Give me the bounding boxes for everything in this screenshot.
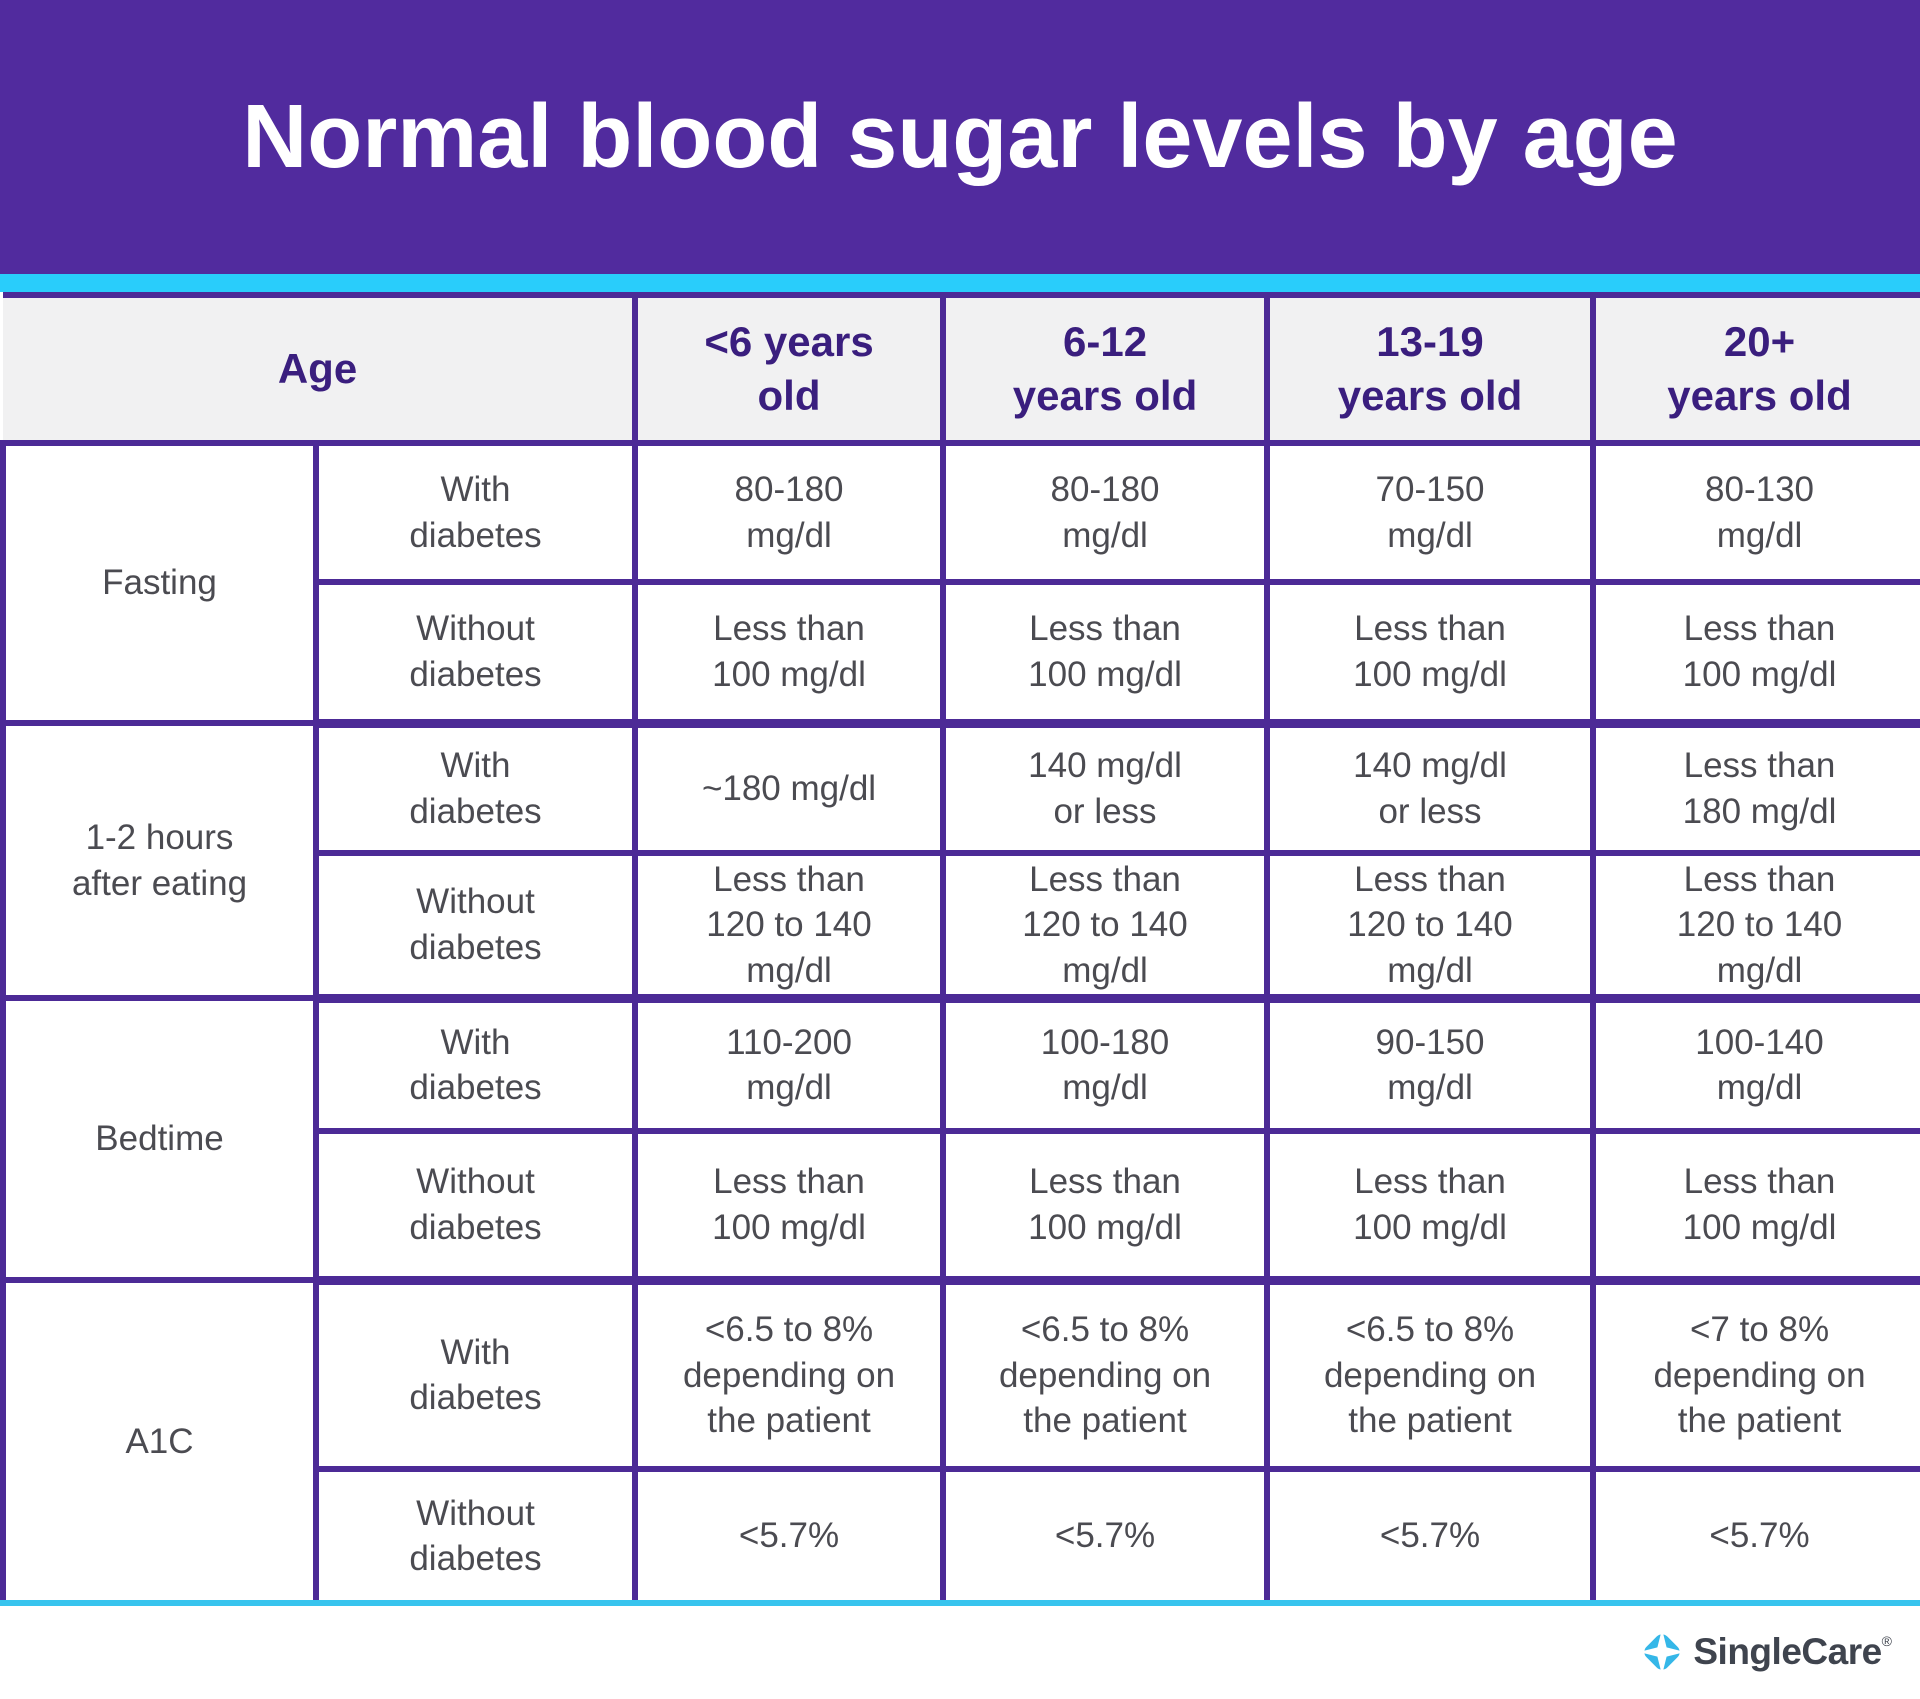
group-a1c: A1C With diabetes <6.5 to 8% depending o… [0, 1277, 1920, 1600]
status-cell: With diabetes [312, 720, 639, 856]
value-cell: <5.7% [940, 1466, 1271, 1600]
value-cell: 100-180 mg/dl [940, 995, 1271, 1134]
bottom-accent-line [0, 1600, 1920, 1606]
value-cell: Less than 100 mg/dl [632, 579, 947, 728]
table-row: Without diabetes <5.7% <5.7% <5.7% <5.7% [3, 1466, 1920, 1600]
brand-name: SingleCare® [1693, 1630, 1892, 1672]
value-cell: 90-150 mg/dl [1264, 995, 1597, 1134]
table-row: 1-2 hours after eating With diabetes ~18… [0, 720, 1920, 1001]
value-cell: ~180 mg/dl [632, 720, 947, 856]
column-header-13-19: 13-19 years old [1264, 292, 1597, 446]
row-group-label-fasting: Fasting [0, 440, 319, 726]
table-header-row: Age <6 years old 6-12 years old 13-19 ye… [3, 292, 1920, 446]
value-cell: Less than 100 mg/dl [1264, 1128, 1597, 1285]
status-cell: With diabetes [312, 995, 639, 1134]
page-title: Normal blood sugar levels by age [242, 86, 1678, 187]
value-cell: Less than 100 mg/dl [1590, 579, 1920, 728]
table-row: Without diabetes Less than 120 to 140 mg… [3, 850, 1920, 1003]
status-cell: Without diabetes [312, 1466, 639, 1600]
column-header-6-12: 6-12 years old [940, 292, 1271, 446]
table-row: Fasting With diabetes 80-180 mg/dl 80-18… [0, 440, 1920, 726]
blood-sugar-table: Age <6 years old 6-12 years old 13-19 ye… [0, 292, 1920, 1600]
singlecare-logo: SingleCare® [1641, 1630, 1892, 1673]
status-cell: With diabetes [312, 1277, 639, 1472]
value-cell: 100-140 mg/dl [1590, 995, 1920, 1134]
group-fasting: Fasting With diabetes 80-180 mg/dl 80-18… [0, 440, 1920, 728]
value-cell: Less than 100 mg/dl [1590, 1128, 1920, 1285]
footer: SingleCare® [0, 1606, 1920, 1697]
value-cell: Less than 100 mg/dl [940, 579, 1271, 728]
value-cell: Less than 120 to 140 mg/dl [1590, 850, 1920, 1003]
value-cell: Less than 100 mg/dl [1264, 579, 1597, 728]
column-header-under-6: <6 years old [632, 292, 947, 446]
value-cell: <5.7% [1590, 1466, 1920, 1600]
table-row: A1C With diabetes <6.5 to 8% depending o… [0, 1277, 1920, 1600]
row-group-label-a1c: A1C [0, 1277, 319, 1600]
value-cell: 70-150 mg/dl [1264, 440, 1597, 585]
value-cell: Less than 100 mg/dl [940, 1128, 1271, 1285]
value-cell: Less than 120 to 140 mg/dl [940, 850, 1271, 1003]
value-cell: 140 mg/dl or less [940, 720, 1271, 856]
value-cell: <6.5 to 8% depending on the patient [940, 1277, 1271, 1472]
value-cell: Less than 120 to 140 mg/dl [632, 850, 947, 1003]
status-cell: Without diabetes [312, 579, 639, 728]
value-cell: Less than 180 mg/dl [1590, 720, 1920, 856]
table-row: Without diabetes Less than 100 mg/dl Les… [3, 1128, 1920, 1285]
title-banner: Normal blood sugar levels by age [0, 0, 1920, 274]
status-cell: Without diabetes [312, 850, 639, 1003]
table-row: Bedtime With diabetes 110-200 mg/dl 100-… [0, 995, 1920, 1283]
value-cell: <6.5 to 8% depending on the patient [1264, 1277, 1597, 1472]
row-group-label-bedtime: Bedtime [0, 995, 319, 1283]
value-cell: 80-180 mg/dl [632, 440, 947, 585]
group-bedtime: Bedtime With diabetes 110-200 mg/dl 100-… [0, 995, 1920, 1285]
status-cell: With diabetes [312, 440, 639, 585]
value-cell: Less than 120 to 140 mg/dl [1264, 850, 1597, 1003]
table-row: Without diabetes Less than 100 mg/dl Les… [3, 579, 1920, 728]
value-cell: <6.5 to 8% depending on the patient [632, 1277, 947, 1472]
top-accent-stripe [0, 274, 1920, 292]
value-cell: Less than 100 mg/dl [632, 1128, 947, 1285]
value-cell: 140 mg/dl or less [1264, 720, 1597, 856]
value-cell: <7 to 8% depending on the patient [1590, 1277, 1920, 1472]
status-cell: Without diabetes [312, 1128, 639, 1285]
value-cell: <5.7% [632, 1466, 947, 1600]
value-cell: 80-130 mg/dl [1590, 440, 1920, 585]
value-cell: <5.7% [1264, 1466, 1597, 1600]
row-group-label-after-eating: 1-2 hours after eating [0, 720, 319, 1001]
column-header-20-plus: 20+ years old [1590, 292, 1920, 446]
value-cell: 110-200 mg/dl [632, 995, 947, 1134]
registered-trademark: ® [1881, 1632, 1892, 1649]
group-after-eating: 1-2 hours after eating With diabetes ~18… [0, 720, 1920, 1003]
value-cell: 80-180 mg/dl [940, 440, 1271, 585]
singlecare-cross-icon [1641, 1630, 1684, 1673]
column-header-age: Age [3, 292, 639, 446]
